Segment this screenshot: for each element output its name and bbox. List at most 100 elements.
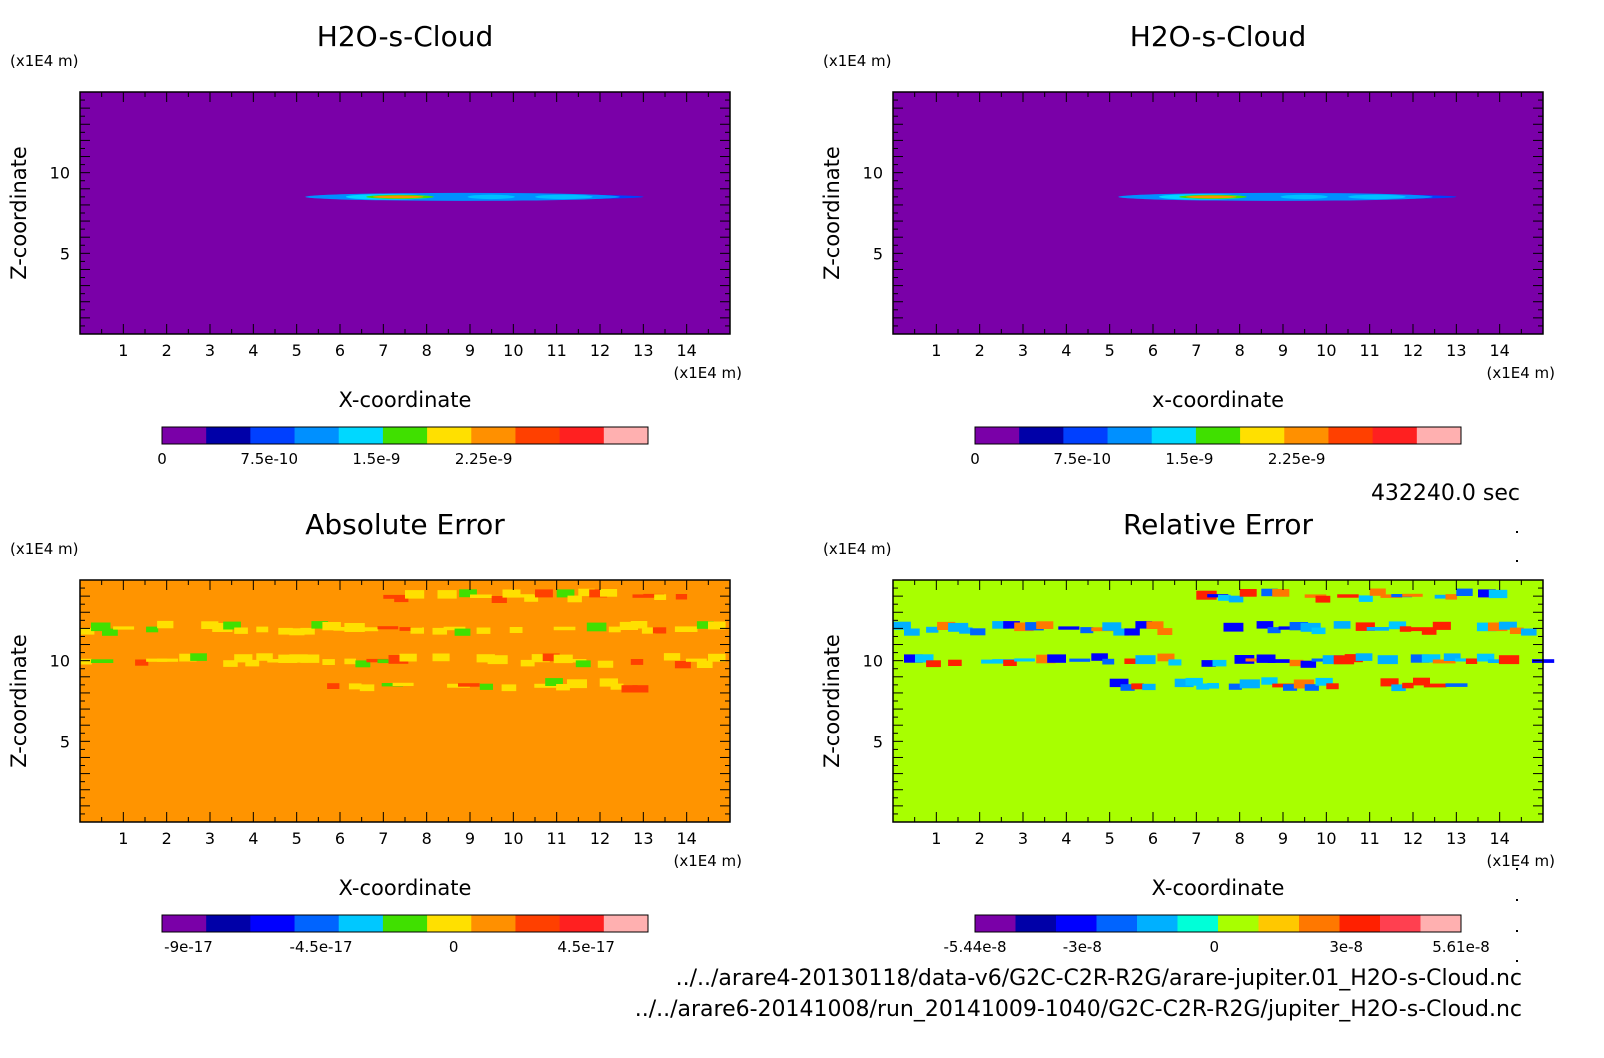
error-patch (1218, 594, 1231, 601)
error-patch (146, 658, 168, 662)
y-unit-label: (x1E4 m) (10, 52, 79, 70)
error-patch (1135, 655, 1156, 665)
error-patch (1366, 627, 1389, 631)
x-tick-label: 13 (633, 829, 653, 848)
error-patch (1300, 622, 1321, 632)
error-patch (1003, 659, 1017, 666)
error-patch (432, 653, 450, 662)
error-patch (1326, 683, 1339, 690)
field-features (1118, 192, 1457, 201)
colorbar-tick-label: 2.25e-9 (1268, 450, 1326, 468)
x-tick-label: 12 (590, 341, 610, 360)
colorbar-swatch (1019, 427, 1064, 444)
x-axis-label: X-coordinate (339, 388, 472, 412)
error-patch (1207, 683, 1219, 689)
time-label: 432240.0 sec (1371, 481, 1520, 506)
error-patch (970, 628, 986, 636)
error-patch (443, 626, 466, 631)
error-patch (696, 660, 713, 668)
error-patch (564, 659, 587, 663)
colorbar-swatch (1284, 427, 1329, 444)
x-tick-label: 7 (1191, 829, 1201, 848)
colorbar-swatch (1328, 427, 1374, 444)
colorbar-swatch (206, 427, 251, 444)
error-patch (1239, 589, 1257, 597)
error-patch (1487, 622, 1508, 632)
y-tick-label: 5 (873, 732, 883, 751)
y-tick-label: 10 (50, 164, 70, 183)
error-patch (1091, 653, 1108, 661)
colorbar-tick-label: 0 (449, 938, 459, 956)
error-patch (1421, 654, 1441, 663)
colorbar-frame (974, 426, 1462, 445)
error-patch (542, 653, 560, 662)
x-tick-label: 12 (1403, 341, 1423, 360)
error-patch (1014, 658, 1035, 662)
colorbar-swatch (250, 427, 296, 444)
error-patch (344, 623, 365, 632)
error-patch (256, 626, 269, 633)
y-unit-label: (x1E4 m) (823, 540, 892, 558)
chart-title: Relative Error (1123, 508, 1314, 541)
colorbar-frame (161, 426, 649, 445)
error-patch (344, 658, 356, 665)
colorbar-swatch (1137, 915, 1178, 932)
error-patch (535, 589, 553, 598)
colorbar-swatch (515, 427, 561, 444)
error-patch (1157, 653, 1175, 662)
chart-title: H2O-s-Cloud (317, 20, 493, 53)
error-patch (1228, 683, 1242, 690)
error-patch (553, 626, 576, 631)
error-patch (289, 654, 308, 663)
error-patch (1113, 628, 1129, 636)
error-patch (992, 659, 1015, 663)
error-patch (300, 627, 315, 635)
error-patch (1131, 683, 1144, 690)
colorbar-tick-label: 0 (1209, 938, 1219, 956)
error-patch (1234, 655, 1255, 664)
error-patch (600, 589, 618, 597)
x-tick-label: 12 (590, 829, 610, 848)
error-patch (1454, 658, 1476, 662)
axis-ticks (892, 91, 1544, 335)
colorbar-tick-label: 7.5e-10 (240, 450, 298, 468)
error-patch (578, 588, 595, 597)
error-patch (1135, 621, 1153, 629)
error-patch (278, 627, 293, 635)
error-patch (1014, 622, 1034, 632)
x-unit-label: (x1E4 m) (1486, 364, 1555, 382)
error-patch (1267, 659, 1290, 663)
colorbar-tick-label: 2.25e-9 (455, 450, 513, 468)
x-unit-label: (x1E4 m) (1486, 852, 1555, 870)
chart-panel-1: H2O-s-Cloud(x1E4 m)1 2 3 4 5 6 7 8 9 10 11 12 13 1451… (7, 20, 742, 468)
error-patch (256, 653, 273, 661)
error-patch (454, 628, 471, 636)
error-patch (567, 679, 587, 689)
colorbar-swatch (603, 427, 649, 444)
colorbar-swatch (1096, 915, 1138, 932)
error-patch (1058, 626, 1080, 630)
y-axis-label: Z-coordinate (7, 634, 31, 768)
error-patch (267, 659, 290, 663)
error-patch (1421, 628, 1437, 635)
x-unit-label: (x1E4 m) (673, 852, 742, 870)
colorbar-swatch (1177, 915, 1219, 932)
error-patch (1399, 626, 1412, 632)
error-patch (959, 627, 973, 634)
stray-dots (1516, 531, 1518, 962)
x-tick-label: 14 (1489, 829, 1509, 848)
colorbar-tick-label: 4.5e-17 (557, 938, 615, 956)
x-tick-label: 8 (1235, 341, 1245, 360)
error-patch (599, 678, 618, 687)
x-tick-label: 5 (1105, 829, 1115, 848)
error-patch (1261, 677, 1278, 685)
error-patch (1109, 678, 1129, 688)
colorbar-swatch (975, 915, 1016, 932)
x-tick-label: 2 (975, 829, 985, 848)
error-patch (1355, 653, 1373, 661)
colorbar-swatch (294, 915, 340, 932)
error-patch (348, 683, 362, 690)
x-tick-label: 2 (975, 341, 985, 360)
error-patch (1355, 622, 1375, 631)
